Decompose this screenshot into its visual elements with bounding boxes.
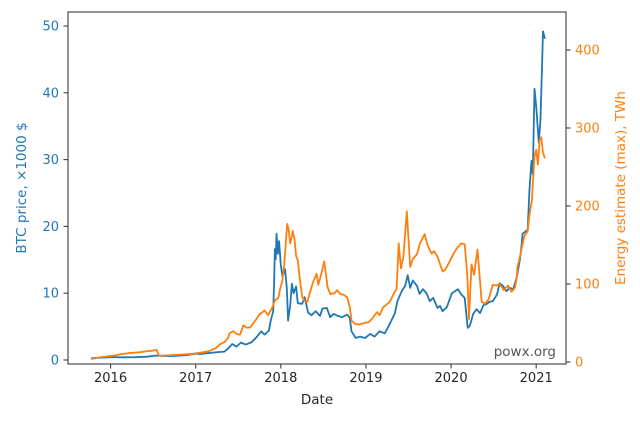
x-tick-label: 2017 <box>179 371 212 386</box>
left-y-tick-label: 50 <box>42 20 59 35</box>
left-y-tick-label: 20 <box>42 220 59 235</box>
x-tick-label: 2019 <box>349 371 382 386</box>
x-tick-label: 2018 <box>264 371 297 386</box>
left-y-tick-label: 10 <box>42 287 59 302</box>
right-y-tick-label: 200 <box>575 199 600 214</box>
left-y-tick-label: 40 <box>42 86 59 101</box>
left-axis-title: BTC price, ×1000 $ <box>14 122 30 254</box>
right-y-tick-label: 100 <box>575 277 600 292</box>
right-y-tick-label: 400 <box>575 43 600 58</box>
energy-estimate-line <box>90 136 546 360</box>
x-tick-label: 2016 <box>94 371 127 386</box>
x-axis-title: Date <box>300 392 334 408</box>
left-y-tick-label: 30 <box>42 153 59 168</box>
right-y-tick-label: 0 <box>575 355 583 370</box>
left-y-tick-label: 0 <box>51 353 59 368</box>
x-tick-label: 2021 <box>520 371 553 386</box>
x-tick-label: 2020 <box>435 371 468 386</box>
right-y-tick-label: 300 <box>575 121 600 136</box>
btc-price-line <box>90 30 546 360</box>
right-axis-title: Energy estimate (max), TWh <box>613 91 629 285</box>
plot-frame <box>67 11 567 365</box>
watermark: powx.org <box>493 344 556 360</box>
